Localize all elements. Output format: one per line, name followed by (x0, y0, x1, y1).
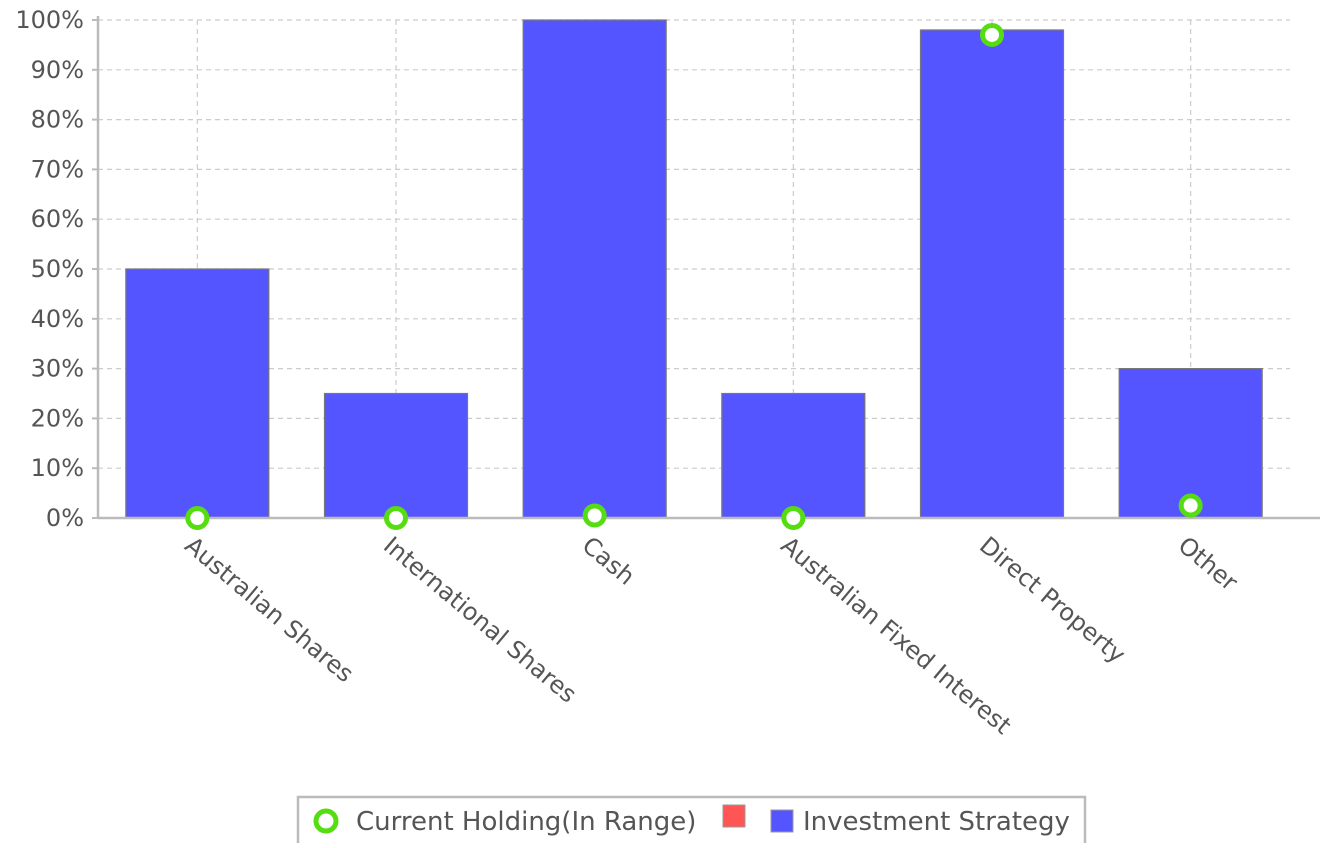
y-tick-label: 40% (31, 305, 84, 333)
bars (125, 19, 1263, 519)
holding-marker (384, 506, 408, 530)
holding-marker (781, 506, 806, 530)
y-tick-label: 30% (31, 355, 84, 383)
y-tick-label: 100% (15, 6, 84, 34)
bar-other (1118, 368, 1263, 519)
y-tick-label: 50% (31, 255, 84, 283)
legend-label: Investment Strategy (803, 807, 1070, 837)
x-category-label: Other (1173, 531, 1243, 596)
y-tick-label: 70% (31, 155, 84, 183)
legend: Current Holding(In Range) Investment Stra… (296, 795, 1087, 848)
bar-australian-shares (125, 268, 270, 519)
bar-international-shares (323, 392, 469, 519)
holding-marker (185, 506, 210, 530)
bar-cash (522, 19, 667, 519)
x-category-label: Australian Fixed Interest (775, 531, 1016, 740)
x-category-label: Direct Property (974, 531, 1131, 669)
holding-marker (582, 503, 607, 528)
y-tick-label: 20% (31, 404, 84, 432)
y-tick-label: 60% (31, 205, 84, 233)
legend-box (296, 795, 1087, 848)
y-tick-label: 80% (31, 106, 84, 134)
x-category-label: Cash (577, 531, 640, 590)
x-category-label: Australian Shares (179, 531, 358, 688)
y-tick-label: 10% (31, 454, 84, 482)
legend-label: Current Holding(In Range) (356, 807, 696, 837)
legend-ring-icon (313, 808, 339, 834)
holding-marker (980, 22, 1004, 47)
holding-markers (185, 22, 1203, 530)
legend-square-icon (770, 809, 794, 833)
holding-marker (1178, 493, 1203, 518)
legend-square-icon (722, 804, 746, 828)
x-category-label: International Shares (378, 531, 582, 708)
gridlines (98, 19, 1290, 518)
bar-direct-property (919, 29, 1065, 519)
y-tick-label: 0% (46, 504, 84, 532)
axes (92, 16, 1320, 520)
bar-australian-fixed-interest (721, 392, 866, 519)
y-tick-label: 90% (31, 56, 84, 84)
